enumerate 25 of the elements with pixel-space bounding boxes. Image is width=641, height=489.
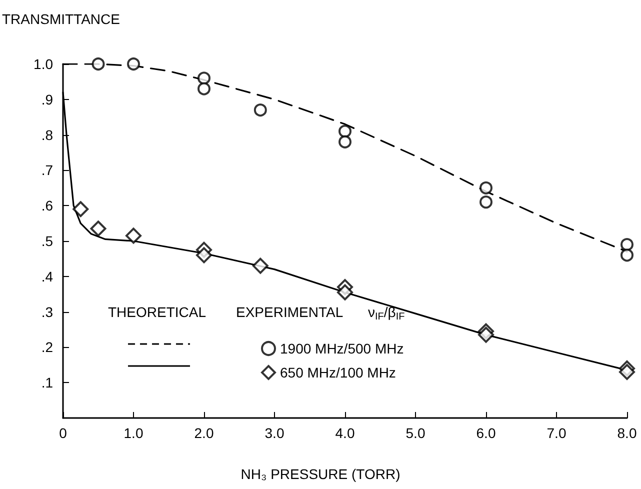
y-tick-label: .6 bbox=[41, 198, 54, 214]
x-tick-label: 3.0 bbox=[264, 425, 284, 441]
y-tick-label: .2 bbox=[41, 339, 54, 356]
y-tick-label: .3 bbox=[41, 304, 54, 320]
x-tick-label: 2.0 bbox=[194, 425, 214, 441]
legend-label: 1900 MHz/500 MHz bbox=[280, 340, 404, 356]
y-tick-label: .7 bbox=[41, 162, 54, 178]
annotation: THEORETICAL bbox=[108, 304, 206, 320]
y-tick-label: .5 bbox=[41, 233, 54, 249]
x-tick-label: 7.0 bbox=[546, 425, 566, 441]
y-axis-title: TRANSMITTANCE bbox=[2, 11, 120, 27]
x-tick-label: 8.0 bbox=[617, 425, 637, 441]
x-tick-label: 1.0 bbox=[124, 425, 144, 441]
legend-label: 650 MHz/100 MHz bbox=[280, 364, 396, 380]
y-tick-label: .1 bbox=[41, 374, 54, 391]
x-tick-label: 4.0 bbox=[335, 425, 355, 441]
x-tick-label: 0 bbox=[59, 425, 68, 441]
y-tick-label: .8 bbox=[41, 126, 54, 143]
x-tick-label: 6.0 bbox=[476, 425, 496, 441]
annotation: EXPERIMENTAL bbox=[236, 304, 344, 320]
x-axis-title: NH₃ PRESSURE (TORR) bbox=[240, 466, 400, 482]
y-tick-label: .4 bbox=[41, 268, 54, 284]
x-tick-label: 5.0 bbox=[406, 425, 426, 441]
y-tick-label: .9 bbox=[41, 91, 54, 108]
y-tick-label: 1.0 bbox=[34, 56, 54, 72]
